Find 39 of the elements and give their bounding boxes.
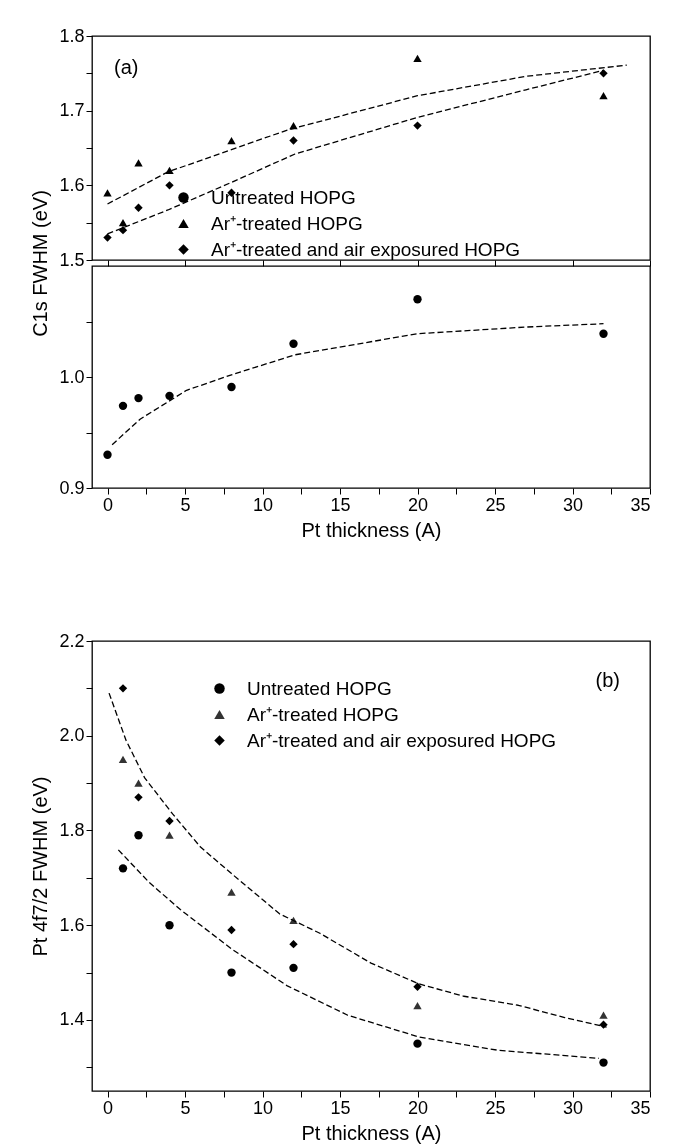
- legend-label: Ar⁺-treated and air exposured HOPG: [247, 729, 557, 751]
- y-tick-label: 1.4: [59, 1009, 85, 1030]
- y-tick-label: 2.2: [59, 630, 85, 651]
- x-tick-label: 10: [252, 1097, 274, 1118]
- y-tick-label: 1.6: [59, 914, 85, 935]
- x-tick-label: 0: [102, 1097, 114, 1118]
- x-tick-label: 25: [485, 494, 506, 515]
- x-tick-label: 30: [562, 494, 584, 515]
- y-tick-label: 1.7: [59, 100, 85, 121]
- y-tick-label: 1.8: [59, 25, 85, 46]
- annotation: (a): [114, 56, 139, 78]
- x-tick-label: 35: [630, 494, 651, 515]
- x-tick-label: 20: [407, 1097, 429, 1118]
- x-tick-label: 25: [485, 1097, 506, 1118]
- y-tick-label: 1.8: [59, 819, 85, 840]
- y-axis-title: C1s FWHM (eV): [29, 190, 52, 337]
- y-tick-label: 2.0: [59, 725, 85, 746]
- x-tick-label: 20: [407, 494, 429, 515]
- x-tick-label: 15: [330, 494, 351, 515]
- y-tick-label: 0.9: [59, 477, 85, 498]
- x-tick-label: 5: [180, 1097, 191, 1118]
- legend-label: Untreated HOPG: [247, 677, 392, 699]
- y-tick-label: 1.0: [59, 366, 85, 387]
- legend-label: Ar⁺-treated HOPG: [247, 703, 399, 725]
- x-tick-label: 30: [562, 1097, 584, 1118]
- x-tick-label: 5: [180, 494, 191, 515]
- legend-label: Ar⁺-treated HOPG: [211, 212, 363, 234]
- x-tick-label: 10: [252, 494, 274, 515]
- y-tick-label: 1.6: [59, 174, 85, 195]
- x-tick-label: 15: [330, 1097, 351, 1118]
- x-tick-label: 35: [630, 1097, 651, 1118]
- text: Untreated HOPG: [211, 186, 356, 208]
- y-tick-label: 1.5: [59, 249, 85, 270]
- legend-label: Ar⁺-treated and air exposured HOPG: [211, 238, 521, 260]
- x-axis-title: Pt thickness (A): [301, 1121, 442, 1144]
- x-axis-title: Pt thickness (A): [301, 518, 442, 541]
- y-axis-title: Pt 4f7/2 FWHM (eV): [29, 776, 52, 957]
- x-tick-label: 0: [102, 494, 114, 515]
- annotation: (b): [595, 669, 620, 691]
